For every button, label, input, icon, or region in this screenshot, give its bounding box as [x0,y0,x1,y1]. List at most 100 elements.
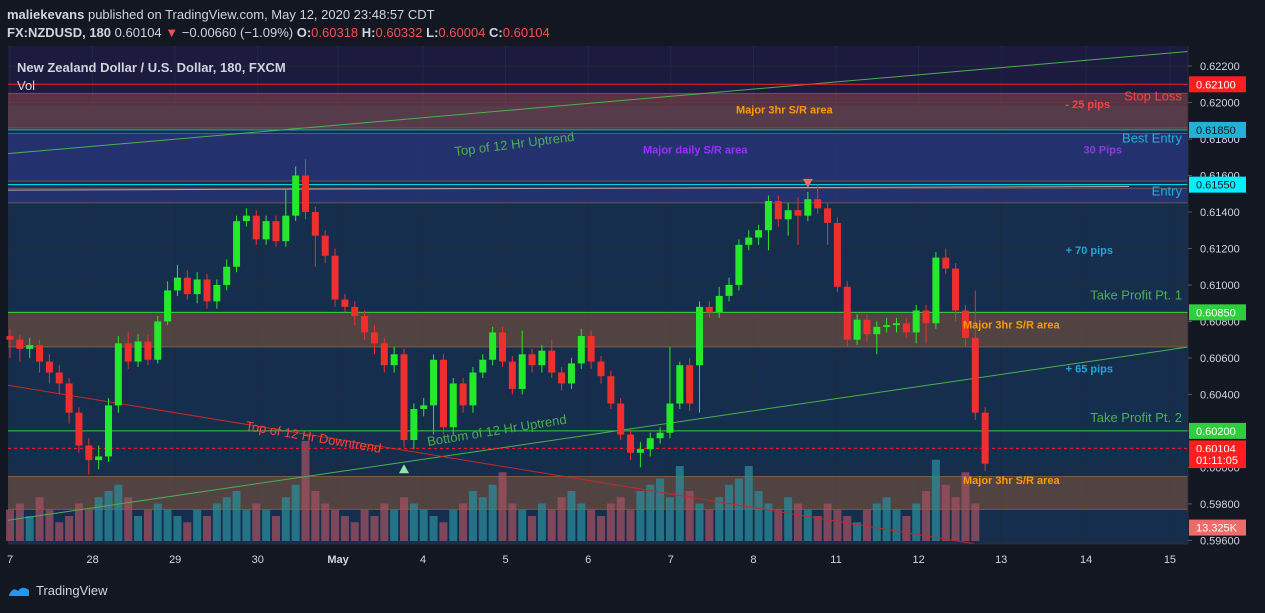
chart-annotation: Take Profit Pt. 1 [1090,288,1182,303]
volume-bar [212,503,221,541]
candle-body [65,383,73,413]
volume-bar [597,516,605,541]
candle-body [410,409,418,441]
time-axis-label: 13 [995,554,1007,566]
candle-body [715,295,723,313]
volume-bar [449,509,458,541]
volume-bar [695,503,704,541]
volume-bar [114,484,123,541]
volume-bar [892,509,901,541]
candle-body [430,359,438,406]
candle-body [124,343,132,362]
volume-bar [65,516,74,541]
chart-annotation: Best Entry [1122,131,1182,146]
volume-bar [193,509,202,541]
time-axis-label: 11 [830,554,841,566]
publish-info: published on TradingView.com, May 12, 20… [87,7,435,22]
price-label-box [1189,452,1246,469]
tradingview-footer[interactable]: TradingView [8,583,108,598]
volume-bar [961,472,970,541]
time-axis-label: 29 [169,554,181,566]
volume-bar [153,503,162,541]
candle-body [331,255,339,300]
volume-bar [35,497,44,541]
time-axis-label: 7 [7,554,13,566]
price-axis-label: 0.60400 [1200,389,1240,401]
candle-body [725,284,733,296]
volume-bar [862,509,871,541]
candle-body [499,332,506,362]
change-value: −0.00660 (−1.09%) [181,25,294,40]
volume-bar [626,509,635,541]
volume-bar [725,484,734,541]
candle-body [676,365,684,404]
volume-bar [872,503,881,541]
time-axis-label: 5 [503,554,509,566]
price-label: 0.62100 [1196,79,1236,91]
time-axis-label: 12 [912,554,924,566]
candle-body [341,299,349,307]
candle-body [883,325,891,327]
author-name[interactable]: maliekevans [7,7,85,22]
time-axis-label: 4 [420,554,426,566]
sr-zones [8,92,1188,510]
candle-body [420,405,428,410]
volume-bar [813,516,822,541]
volume-bar [6,509,14,541]
volume-bar [94,497,103,541]
candle-body [853,319,861,340]
volume-bar [143,509,152,541]
chart-annotation: + 70 pips [1066,245,1113,257]
volume-bars [6,441,980,541]
candle-body [370,332,378,344]
low-value: 0.60004 [438,25,486,40]
time-axis-label: 7 [668,554,674,566]
volume-bar [577,503,586,541]
time-axis[interactable]: 7 28 29 30 May 4 5 6 7 8 11 12 13 14 15 [7,554,1176,566]
volume-bar [163,509,172,541]
price-axis-label: 0.62000 [1200,98,1240,110]
price-label: 01:11:05 [1196,455,1238,467]
price-label: 0.61850 [1196,125,1236,137]
volume-bar [656,478,665,541]
chart-annotation: Major 3hr S/R area [736,104,833,116]
volume-bar [567,491,576,541]
volume-bar [665,497,674,541]
candle-body [439,359,447,428]
candle-body [843,286,851,340]
candle-body [6,336,14,340]
chart-annotation: Entry [1152,184,1183,199]
candle-body [45,361,53,373]
candle-body [567,363,575,384]
sr-zone [8,133,1188,181]
candle-body [282,215,290,242]
volume-bar [252,503,261,541]
candle-body [361,315,369,333]
candle-body [755,230,763,238]
chart-annotation: + 65 pips [1066,364,1113,376]
volume-bar [951,497,960,541]
candle-body [528,354,536,366]
volume-bar [74,503,83,541]
candle-body [518,354,526,389]
volume-bar [616,497,625,541]
volume-bar [754,491,763,541]
volume-bar [203,516,211,541]
price-label: 0.60850 [1196,307,1236,319]
volume-bar [833,509,842,541]
chart-annotation: Stop Loss [1124,89,1182,104]
volume-bar [350,522,359,541]
volume-bar [380,503,389,541]
volume-bar [331,509,340,541]
candle-body [538,350,546,366]
time-axis-label: 8 [750,554,756,566]
volume-bar [321,503,330,541]
candle-body [95,456,103,461]
price-axis-labels: 0.621000.618500.615500.608500.602000.601… [1189,76,1246,536]
candle-body [814,199,822,209]
tradingview-brand: TradingView [36,583,108,598]
candle-body [302,175,309,212]
publish-header: maliekevans published on TradingView.com… [7,6,435,24]
candle-body [489,332,497,360]
